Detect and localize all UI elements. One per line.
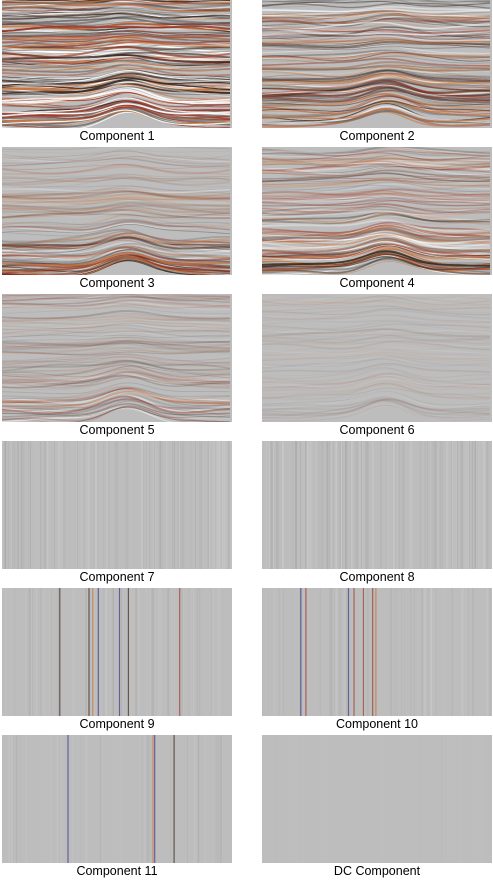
seismic-section-image xyxy=(2,147,232,275)
seismic-section-image xyxy=(262,441,492,569)
component-panel: Component 7 xyxy=(2,441,232,584)
component-caption: Component 3 xyxy=(79,276,155,290)
component-caption: Component 11 xyxy=(76,864,158,878)
seismic-section-image xyxy=(262,147,492,275)
component-caption: Component 9 xyxy=(79,717,155,731)
component-caption: DC Component xyxy=(333,864,421,878)
component-panel: Component 11 xyxy=(2,735,232,878)
seismic-section-image xyxy=(262,588,492,716)
component-panel: Component 9 xyxy=(2,588,232,731)
seismic-section-image xyxy=(262,294,492,422)
seismic-section-image xyxy=(2,441,232,569)
component-caption: Component 6 xyxy=(339,423,415,437)
seismic-section-image xyxy=(2,735,232,863)
component-panel: Component 4 xyxy=(262,147,492,290)
component-caption: Component 4 xyxy=(339,276,415,290)
component-panel: Component 2 xyxy=(262,0,492,143)
component-panel: Component 6 xyxy=(262,294,492,437)
component-caption: Component 8 xyxy=(339,570,415,584)
component-caption: Component 7 xyxy=(79,570,155,584)
component-caption: Component 10 xyxy=(335,717,418,731)
seismic-section-image xyxy=(262,0,492,128)
component-panel: Component 1 xyxy=(2,0,232,143)
component-caption: Component 5 xyxy=(79,423,155,437)
seismic-section-image xyxy=(2,0,232,128)
component-panel: Component 8 xyxy=(262,441,492,584)
seismic-section-image xyxy=(262,735,492,863)
seismic-section-image xyxy=(2,588,232,716)
component-panel: Component 10 xyxy=(262,588,492,731)
component-caption: Component 1 xyxy=(79,129,155,143)
seismic-section-image xyxy=(2,294,232,422)
component-caption: Component 2 xyxy=(339,129,415,143)
component-panel: Component 5 xyxy=(2,294,232,437)
component-panel: Component 3 xyxy=(2,147,232,290)
component-panel: DC Component xyxy=(262,735,492,878)
